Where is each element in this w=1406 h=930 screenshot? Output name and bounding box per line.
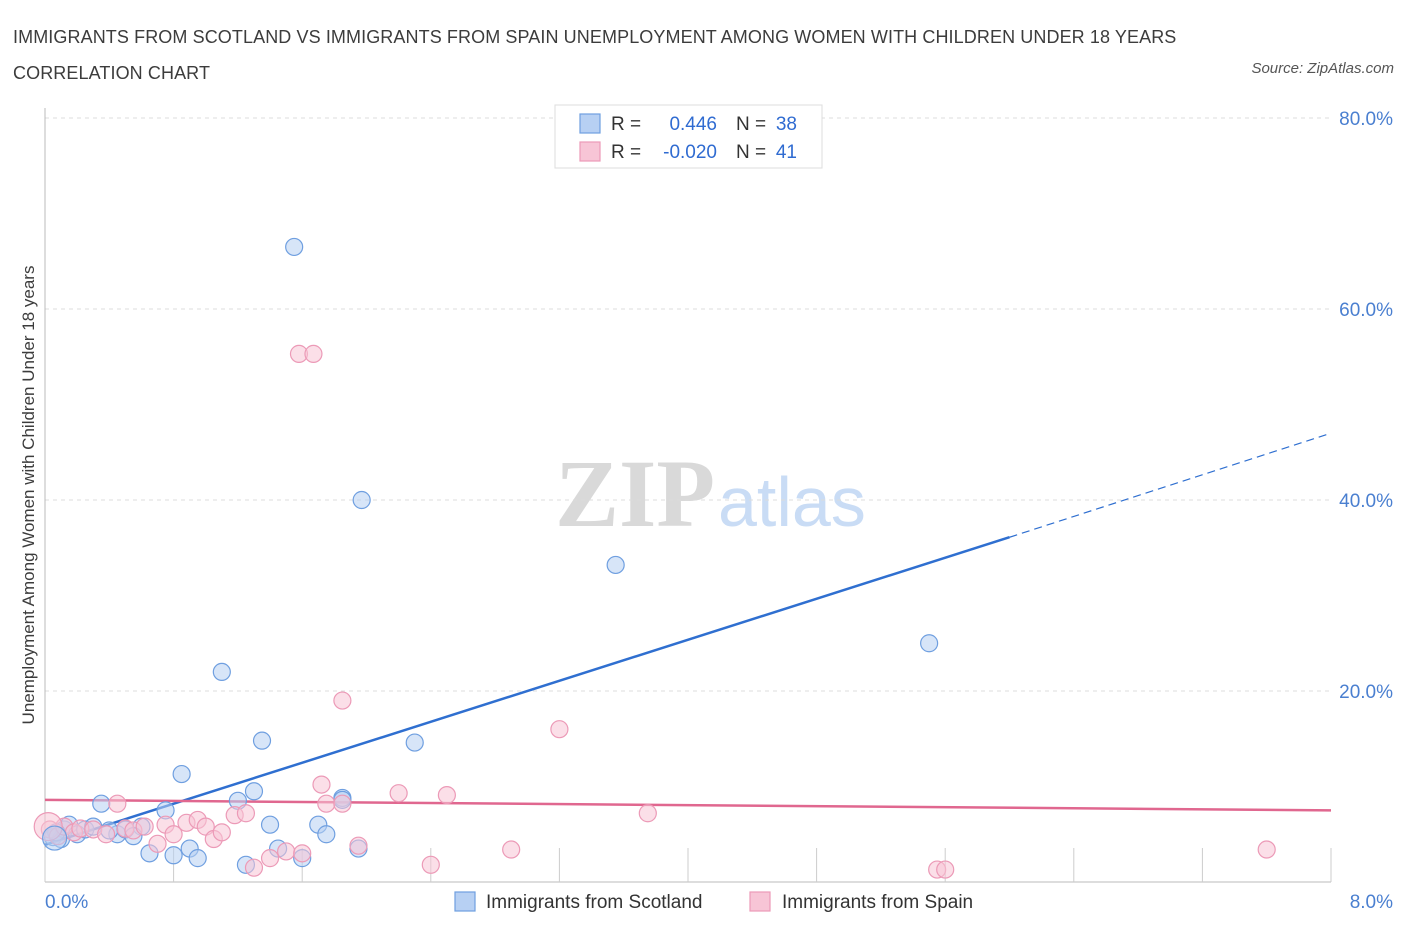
bottom-legend-label-scotland: Immigrants from Scotland — [486, 892, 702, 913]
y-tick-label: 80.0% — [1339, 109, 1393, 130]
point-scotland — [188, 849, 207, 868]
bottom-legend: Immigrants from Scotland Immigrants from… — [454, 891, 973, 913]
point-scotland — [317, 825, 336, 844]
legend-n-label-scotland: N = — [736, 114, 766, 135]
grid-lines — [45, 117, 1331, 692]
legend-r-label-scotland: R = — [611, 114, 641, 135]
point-spain — [260, 849, 280, 868]
y-tick-label: 60.0% — [1339, 300, 1393, 321]
x-tick-label-max: 8.0% — [1350, 892, 1393, 913]
point-scotland — [252, 731, 272, 750]
bottom-legend-swatch-scotland — [454, 891, 476, 912]
point-spain — [108, 794, 127, 813]
point-spain — [312, 775, 331, 794]
y-tick-label: 20.0% — [1339, 682, 1393, 703]
watermark-zip: ZIP — [555, 440, 715, 547]
point-spain — [421, 855, 440, 874]
x-tick-label-min: 0.0% — [45, 892, 88, 913]
trend-line-spain — [44, 798, 1332, 812]
point-spain — [236, 804, 256, 823]
y-axis-label: Unemployment Among Women with Children U… — [19, 266, 38, 725]
point-spain — [550, 720, 569, 739]
point-spain — [437, 785, 456, 805]
point-scotland — [172, 764, 191, 784]
point-spain — [349, 836, 368, 855]
point-spain — [148, 834, 167, 853]
trend-lines — [44, 432, 1332, 846]
axes: 20.0% 40.0% 60.0% 80.0% — [44, 108, 1393, 883]
trend-extension-scotland — [1009, 432, 1332, 538]
watermark-atlas: atlas — [718, 463, 866, 541]
y-tick-label: 40.0% — [1339, 491, 1393, 512]
point-spain — [1257, 840, 1276, 859]
legend-r-value-scotland: 0.446 — [669, 114, 717, 135]
point-scotland — [352, 490, 371, 510]
point-scotland — [606, 555, 625, 575]
point-spain — [164, 825, 183, 844]
point-spain — [135, 817, 154, 836]
point-scotland — [92, 794, 111, 813]
source-label: Source: ZipAtlas.com — [1251, 60, 1394, 77]
bottom-legend-swatch-spain — [749, 891, 771, 912]
point-scotland — [212, 662, 231, 682]
legend-swatch-spain — [579, 141, 601, 162]
point-scotland — [405, 733, 424, 752]
point-scotland — [260, 815, 280, 834]
point-spain — [96, 825, 116, 844]
point-spain — [936, 860, 955, 879]
point-spain — [638, 804, 657, 823]
legend-r-value-spain: -0.020 — [663, 142, 717, 163]
point-spain — [389, 784, 408, 803]
point-spain — [317, 794, 336, 813]
bottom-legend-label-spain: Immigrants from Spain — [782, 892, 973, 913]
point-spain — [277, 842, 296, 861]
legend-n-value-scotland: 38 — [776, 114, 797, 135]
point-scotland — [244, 782, 264, 801]
legend-swatch-scotland — [579, 113, 601, 134]
trend-line-scotland — [44, 536, 1010, 846]
point-scotland — [285, 237, 304, 257]
legend-r-label-spain: R = — [611, 142, 641, 163]
point-scotland — [164, 846, 183, 865]
top-legend: R = 0.446 N = 38 R = -0.020 N = 41 — [554, 104, 823, 169]
point-spain — [333, 794, 352, 813]
legend-n-label-spain: N = — [736, 142, 766, 163]
point-scotland — [920, 634, 939, 653]
point-spain — [502, 840, 521, 859]
point-spain — [293, 844, 312, 863]
legend-n-value-spain: 41 — [776, 142, 797, 163]
point-cluster-scotland — [42, 825, 68, 851]
data-points — [33, 237, 1276, 879]
chart-title: IMMIGRANTS FROM SCOTLAND VS IMMIGRANTS F… — [13, 27, 1177, 83]
point-spain — [304, 344, 323, 363]
point-spain — [212, 823, 231, 842]
point-spain — [333, 691, 352, 710]
point-spain — [244, 858, 264, 877]
